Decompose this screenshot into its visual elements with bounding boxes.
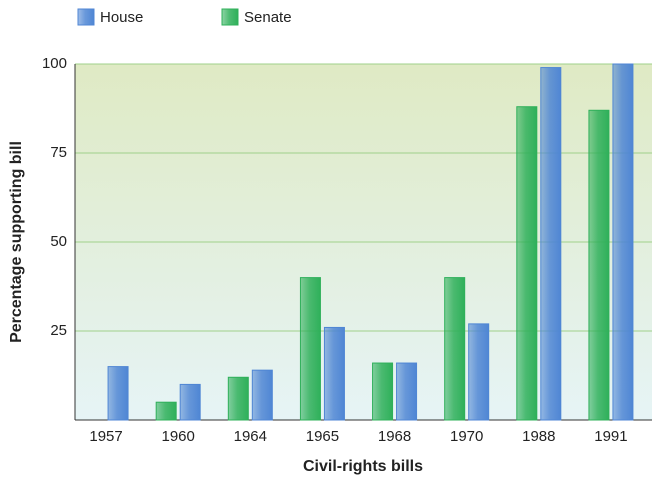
legend-label: House xyxy=(100,9,143,26)
legend-swatch xyxy=(77,8,95,26)
bar xyxy=(612,63,634,421)
y-axis-label: Percentage supporting bill xyxy=(8,141,25,343)
legend-label: Senate xyxy=(244,9,292,26)
y-tick-label: 75 xyxy=(50,144,67,161)
bar xyxy=(299,277,321,421)
y-tick-label: 25 xyxy=(50,322,67,339)
x-tick-label: 1968 xyxy=(378,428,411,445)
x-tick-label: 1991 xyxy=(594,428,627,445)
bar xyxy=(107,366,129,421)
x-tick-label: 1960 xyxy=(162,428,195,445)
bar xyxy=(372,362,394,421)
bar xyxy=(468,323,490,421)
x-tick-label: 1970 xyxy=(450,428,483,445)
legend-swatch xyxy=(221,8,239,26)
bar xyxy=(155,401,177,421)
bar xyxy=(251,369,273,421)
x-tick-label: 1988 xyxy=(522,428,555,445)
y-tick-label: 50 xyxy=(50,233,67,250)
x-axis-label: Civil-rights bills xyxy=(303,458,423,475)
y-tick-label: 100 xyxy=(42,55,67,72)
bar xyxy=(540,67,562,421)
bar xyxy=(179,383,201,421)
bar xyxy=(396,362,418,421)
bar xyxy=(227,376,249,421)
bar xyxy=(444,277,466,421)
x-tick-label: 1964 xyxy=(234,428,267,445)
x-tick-label: 1965 xyxy=(306,428,339,445)
bar xyxy=(323,326,345,421)
bar xyxy=(588,109,610,421)
x-tick-label: 1957 xyxy=(89,428,122,445)
bar xyxy=(516,106,538,421)
